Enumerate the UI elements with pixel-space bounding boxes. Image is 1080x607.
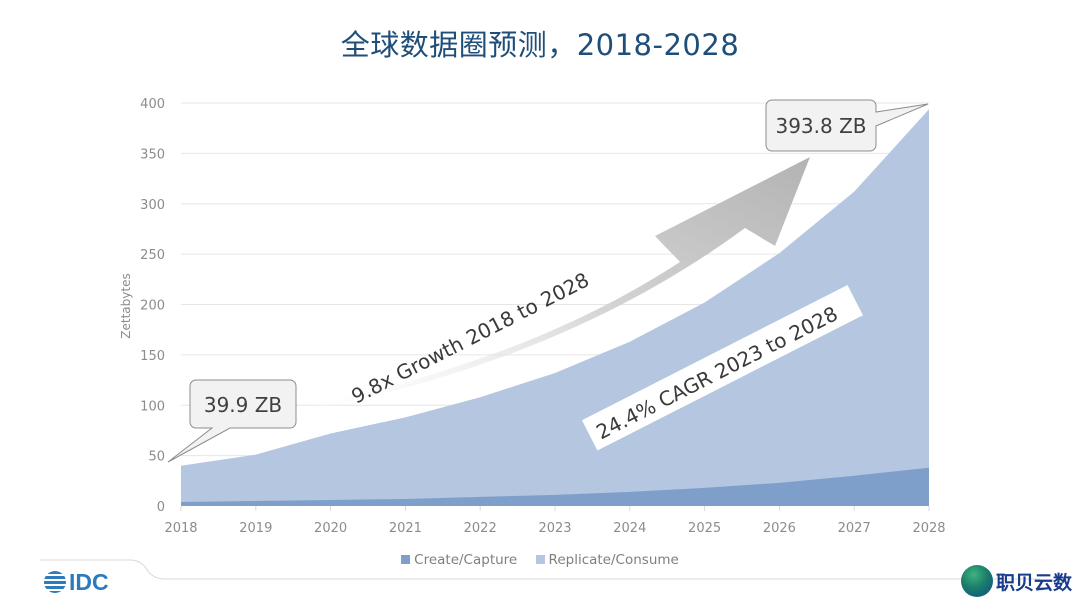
y-tick-label: 350 [140,147,165,162]
replicate-consume-area [181,109,929,507]
x-tick-label: 2023 [538,521,571,536]
footer-divider [40,559,1040,580]
y-tick-label: 100 [140,399,165,414]
idc-globe-icon [44,571,66,593]
y-tick-label: 400 [140,97,165,112]
x-tick-label: 2027 [838,521,871,536]
idc-brand-text: IDC [69,569,109,595]
x-tick-label: 2021 [389,521,422,536]
chart-title: 全球数据圈预测，2018-2028 [340,28,740,62]
x-tick-label: 2022 [464,521,497,536]
callout-start-value: 39.9 ZB [204,393,282,417]
y-tick-label: 300 [140,198,165,213]
y-tick-label: 200 [140,299,165,314]
create-capture-area [181,467,929,506]
x-tick-label: 2018 [164,521,197,536]
legend-item-replicate[interactable]: Replicate/Consume [535,552,679,568]
y-tick-label: 250 [140,248,165,263]
legend-swatch-replicate [535,555,545,564]
x-tick-label: 2019 [239,521,272,536]
x-tick-label: 2020 [314,521,347,536]
x-tick-label: 2028 [912,521,945,536]
callout-start: 39.9 ZB [167,379,297,463]
y-tick-label: 0 [157,500,165,515]
legend-swatch-create [401,555,411,564]
legend-item-create[interactable]: Create/Capture [401,552,517,568]
x-tick-label: 2025 [688,521,721,536]
y-tick-label: 150 [140,349,165,364]
legend: Create/Capture Replicate/Consume [0,552,1080,568]
callout-end: 393.8 ZB [765,99,929,152]
y-tick-label: 50 [148,450,165,465]
watermark: 职贝云数 [960,565,1072,597]
callout-end-value: 393.8 ZB [775,114,866,138]
y-axis-label: Zettabytes [119,273,133,338]
watermark-text: 职贝云数 [995,572,1072,594]
legend-label: Create/Capture [414,552,518,568]
legend-label: Replicate/Consume [548,552,679,568]
y-axis-ticks: 0 50 100 150 200 250 300 350 400 [140,97,165,515]
x-tick-label: 2026 [763,521,796,536]
idc-logo: IDC [44,569,109,596]
watermark-logo-icon [960,565,993,597]
x-tick-label: 2024 [613,521,646,536]
x-axis-ticks: 2018 2019 2020 2021 2022 2023 2024 2025 2026 2027… [164,506,946,536]
